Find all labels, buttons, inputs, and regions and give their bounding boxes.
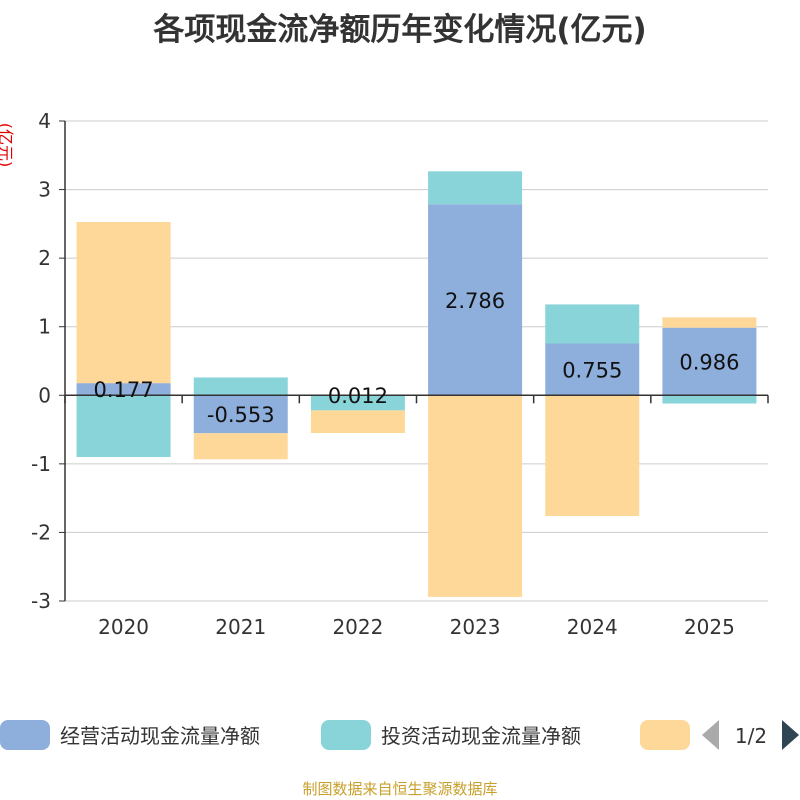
bar-2024 [545, 343, 640, 396]
y-tick-label: 1 [38, 315, 51, 339]
legend-label: 经营活动现金流量净额 [60, 724, 260, 748]
bar-2021 [193, 377, 288, 396]
y-axis-title: (亿元) [0, 123, 15, 168]
bar-2020 [76, 383, 171, 396]
legend-prev-page-icon[interactable] [702, 720, 719, 750]
bar-2021 [193, 433, 288, 460]
legend-swatch [0, 720, 50, 750]
y-tick-label: -2 [31, 520, 51, 544]
data-label-layer: 0.177 -0.553 0.012 2.786 0.755 0.986 [94, 289, 740, 427]
y-tick-label: 3 [38, 178, 51, 202]
y-tick-label: 4 [38, 109, 51, 133]
bar-2023 [428, 395, 523, 597]
x-tick-label: 2025 [684, 615, 735, 639]
legend-label: 投资活动现金流量净额 [381, 724, 581, 748]
data-label: 0.755 [562, 358, 622, 382]
bar-2022 [310, 410, 405, 433]
legend-swatch [321, 720, 371, 750]
source-note: 制图数据来自恒生聚源数据库 [302, 780, 498, 798]
data-label: -0.553 [207, 403, 275, 427]
bar-layer [76, 171, 757, 597]
bar-2023 [428, 171, 523, 205]
axis-layer: -3 -2 -1 0 1 2 3 4 2020 2021 2022 2023 2024 2025 [31, 109, 769, 639]
y-tick-label: 0 [38, 383, 51, 407]
bar-2024 [545, 304, 640, 344]
chart-title: 各项现金流净额历年变化情况(亿元) [153, 12, 647, 48]
data-label: 0.012 [328, 384, 388, 408]
x-tick-label: 2023 [450, 615, 501, 639]
bar-2020 [76, 222, 171, 384]
bar-2025 [662, 327, 757, 396]
bar-2025 [662, 317, 757, 328]
y-tick-label: -1 [31, 452, 51, 476]
x-tick-label: 2024 [567, 615, 618, 639]
legend-next-page-icon[interactable] [782, 720, 799, 750]
legend-page-indicator: 1/2 [735, 724, 767, 748]
data-label: 2.786 [445, 289, 505, 313]
y-tick-label: -3 [31, 589, 51, 613]
bar-2021 [193, 395, 288, 434]
y-tick-label: 2 [38, 246, 51, 270]
legend-swatch [640, 720, 690, 750]
bar-2022 [310, 395, 405, 411]
bar-2023 [428, 204, 523, 396]
x-tick-label: 2022 [332, 615, 383, 639]
data-label: 0.177 [94, 378, 154, 402]
data-label: 0.986 [679, 350, 739, 374]
bar-2025 [662, 395, 757, 404]
x-tick-label: 2021 [215, 615, 266, 639]
legend: 经营活动现金流量净额 投资活动现金流量净额 1/2 [0, 720, 799, 750]
bar-2024 [545, 395, 640, 516]
x-tick-label: 2020 [98, 615, 149, 639]
bar-2020 [76, 395, 171, 457]
